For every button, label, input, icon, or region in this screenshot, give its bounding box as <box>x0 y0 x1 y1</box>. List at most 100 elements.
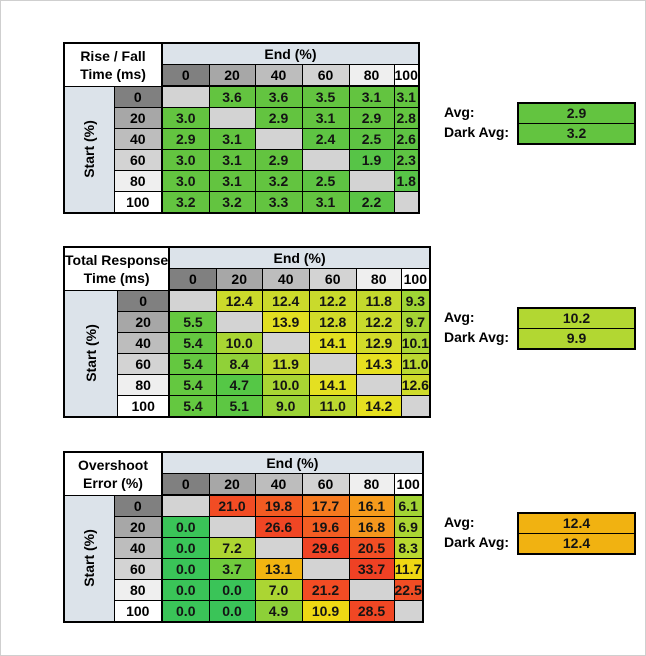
cell-start60-end80[interactable]: 1.9 <box>348 149 395 171</box>
avg-value-cell[interactable]: 10.2 <box>519 309 634 329</box>
cell-start20-end80[interactable]: 16.8 <box>348 516 395 538</box>
start-group-header[interactable]: Start (%) <box>63 289 119 418</box>
cell-start0-end20[interactable]: 12.4 <box>215 289 263 312</box>
col-header-80[interactable]: 80 <box>348 473 395 496</box>
row-header-60[interactable]: 60 <box>113 558 163 580</box>
col-header-0[interactable]: 0 <box>161 473 210 496</box>
row-header-20[interactable]: 20 <box>113 516 163 538</box>
row-header-20[interactable]: 20 <box>113 107 163 129</box>
cell-start100-end40[interactable]: 9.0 <box>261 395 310 418</box>
cell-start100-end80[interactable]: 28.5 <box>348 600 395 623</box>
cell-start40-end100[interactable]: 2.6 <box>393 128 420 150</box>
row-header-80[interactable]: 80 <box>117 374 171 396</box>
cell-start40-end80[interactable]: 2.5 <box>348 128 395 150</box>
cell-start0-end100[interactable]: 6.1 <box>393 494 424 517</box>
cell-start100-end100[interactable] <box>400 395 431 418</box>
cell-start20-end100[interactable]: 9.7 <box>400 311 431 333</box>
cell-start80-end0[interactable]: 3.0 <box>161 170 210 192</box>
col-header-40[interactable]: 40 <box>254 64 303 87</box>
cell-start20-end20[interactable] <box>215 311 263 333</box>
cell-start0-end80[interactable]: 11.8 <box>355 289 402 312</box>
row-header-40[interactable]: 40 <box>113 537 163 559</box>
cell-start60-end40[interactable]: 11.9 <box>261 353 310 375</box>
row-header-20[interactable]: 20 <box>117 311 171 333</box>
cell-start20-end60[interactable]: 3.1 <box>301 107 350 129</box>
col-header-20[interactable]: 20 <box>215 268 263 291</box>
cell-start40-end100[interactable]: 8.3 <box>393 537 424 559</box>
cell-start40-end60[interactable]: 14.1 <box>308 332 357 354</box>
row-header-100[interactable]: 100 <box>113 191 163 214</box>
end-group-header[interactable]: End (%) <box>161 42 420 65</box>
row-header-80[interactable]: 80 <box>113 579 163 601</box>
col-header-100[interactable]: 100 <box>400 268 431 291</box>
cell-start60-end20[interactable]: 3.1 <box>208 149 256 171</box>
cell-start100-end60[interactable]: 3.1 <box>301 191 350 214</box>
cell-start40-end0[interactable]: 2.9 <box>161 128 210 150</box>
cell-start80-end20[interactable]: 4.7 <box>215 374 263 396</box>
cell-start0-end60[interactable]: 3.5 <box>301 85 350 108</box>
cell-start60-end20[interactable]: 8.4 <box>215 353 263 375</box>
cell-start20-end60[interactable]: 12.8 <box>308 311 357 333</box>
row-header-80[interactable]: 80 <box>113 170 163 192</box>
col-header-60[interactable]: 60 <box>301 473 350 496</box>
col-header-60[interactable]: 60 <box>301 64 350 87</box>
cell-start80-end0[interactable]: 0.0 <box>161 579 210 601</box>
dark-avg-value-cell[interactable]: 9.9 <box>519 329 634 348</box>
cell-start100-end40[interactable]: 4.9 <box>254 600 303 623</box>
cell-start60-end60[interactable] <box>308 353 357 375</box>
col-header-100[interactable]: 100 <box>393 473 424 496</box>
cell-start80-end40[interactable]: 7.0 <box>254 579 303 601</box>
cell-start100-end100[interactable] <box>393 191 420 214</box>
cell-start20-end20[interactable] <box>208 107 256 129</box>
col-header-80[interactable]: 80 <box>355 268 402 291</box>
cell-start40-end20[interactable]: 10.0 <box>215 332 263 354</box>
col-header-80[interactable]: 80 <box>348 64 395 87</box>
cell-start0-end20[interactable]: 3.6 <box>208 85 256 108</box>
cell-start0-end100[interactable]: 3.1 <box>393 85 420 108</box>
cell-start0-end60[interactable]: 17.7 <box>301 494 350 517</box>
cell-start60-end100[interactable]: 11.0 <box>400 353 431 375</box>
cell-start80-end100[interactable]: 22.5 <box>393 579 424 601</box>
col-header-40[interactable]: 40 <box>254 473 303 496</box>
cell-start20-end40[interactable]: 26.6 <box>254 516 303 538</box>
dark-avg-value-cell[interactable]: 12.4 <box>519 534 634 553</box>
cell-start40-end20[interactable]: 7.2 <box>208 537 256 559</box>
cell-start60-end0[interactable]: 5.4 <box>168 353 217 375</box>
col-header-20[interactable]: 20 <box>208 64 256 87</box>
col-header-0[interactable]: 0 <box>168 268 217 291</box>
cell-start0-end80[interactable]: 16.1 <box>348 494 395 517</box>
cell-start20-end0[interactable]: 5.5 <box>168 311 217 333</box>
cell-start40-end40[interactable] <box>254 537 303 559</box>
cell-start40-end100[interactable]: 10.1 <box>400 332 431 354</box>
cell-start80-end40[interactable]: 3.2 <box>254 170 303 192</box>
cell-start40-end40[interactable] <box>254 128 303 150</box>
cell-start60-end0[interactable]: 3.0 <box>161 149 210 171</box>
cell-start20-end80[interactable]: 12.2 <box>355 311 402 333</box>
cell-start0-end0[interactable] <box>161 494 210 517</box>
row-header-100[interactable]: 100 <box>113 600 163 623</box>
cell-start100-end0[interactable]: 5.4 <box>168 395 217 418</box>
cell-start60-end0[interactable]: 0.0 <box>161 558 210 580</box>
col-header-20[interactable]: 20 <box>208 473 256 496</box>
cell-start20-end80[interactable]: 2.9 <box>348 107 395 129</box>
cell-start0-end20[interactable]: 21.0 <box>208 494 256 517</box>
row-header-60[interactable]: 60 <box>117 353 171 375</box>
corner-title-cell[interactable]: Total Response Time (ms) <box>63 246 171 291</box>
start-group-header[interactable]: Start (%) <box>63 85 115 214</box>
cell-start60-end20[interactable]: 3.7 <box>208 558 256 580</box>
cell-start0-end0[interactable] <box>161 85 210 108</box>
cell-start40-end0[interactable]: 5.4 <box>168 332 217 354</box>
row-header-60[interactable]: 60 <box>113 149 163 171</box>
cell-start60-end100[interactable]: 11.7 <box>393 558 424 580</box>
cell-start100-end20[interactable]: 5.1 <box>215 395 263 418</box>
cell-start100-end80[interactable]: 2.2 <box>348 191 395 214</box>
cell-start80-end60[interactable]: 2.5 <box>301 170 350 192</box>
cell-start0-end40[interactable]: 3.6 <box>254 85 303 108</box>
cell-start80-end80[interactable] <box>348 579 395 601</box>
row-header-0[interactable]: 0 <box>117 289 171 312</box>
end-group-header[interactable]: End (%) <box>168 246 431 269</box>
cell-start40-end20[interactable]: 3.1 <box>208 128 256 150</box>
cell-start80-end80[interactable] <box>355 374 402 396</box>
cell-start40-end0[interactable]: 0.0 <box>161 537 210 559</box>
avg-value-cell[interactable]: 2.9 <box>519 104 634 124</box>
